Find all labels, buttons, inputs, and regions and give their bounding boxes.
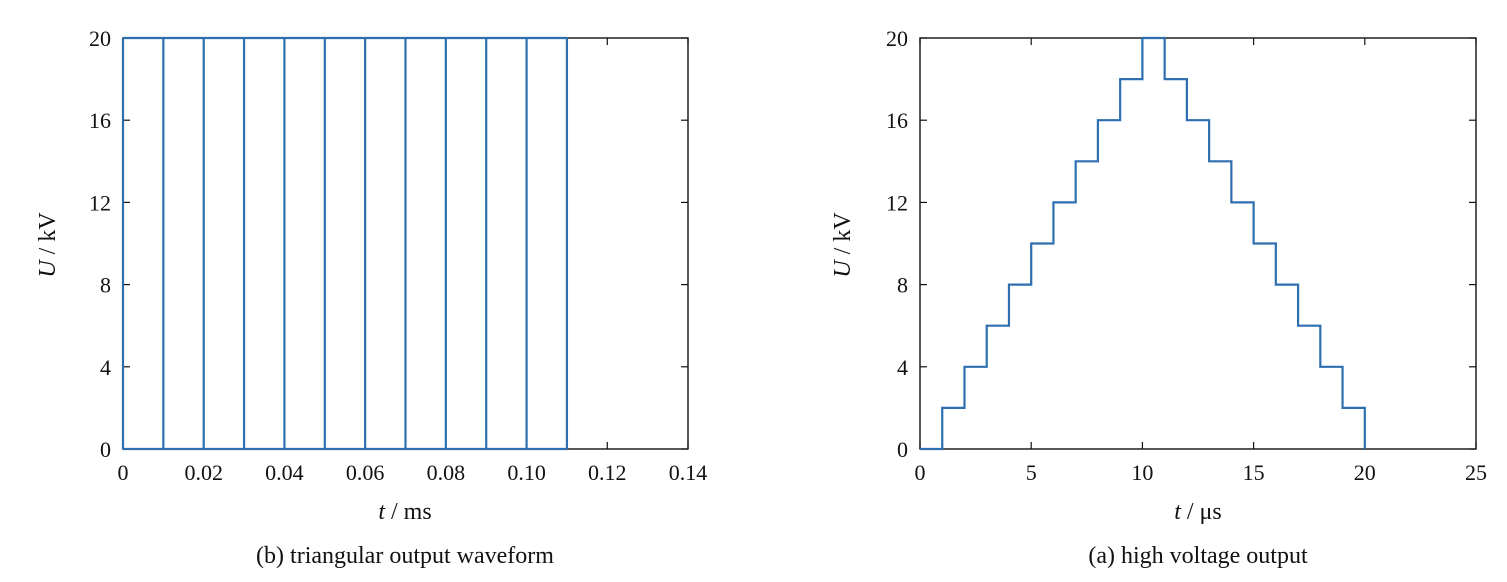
y-tick-label: 20 [89,26,111,51]
x-tick-label: 0.04 [265,460,304,485]
y-tick-label: 16 [89,108,111,133]
x-tick-label: 0 [118,460,129,485]
y-tick-label: 20 [886,26,908,51]
y-axis-label: U / kV [830,212,856,278]
y-axis-unit: / kV [35,212,61,261]
x-tick-label: 0.02 [184,460,223,485]
y-tick-label: 4 [100,355,111,380]
series-line [920,36,1366,451]
y-tick-label: 8 [897,273,908,298]
x-tick-label: 25 [1465,460,1487,485]
x-axis-label: t / μs [1174,499,1222,525]
y-tick-label: 12 [886,190,908,215]
y-tick-label: 4 [897,355,908,380]
y-tick-label: 0 [100,437,111,462]
y-axis-variable: U [35,259,61,278]
x-tick-label: 20 [1354,460,1376,485]
chart-caption: (b) triangular output waveform [256,543,554,569]
plot-area: 0 0.02 0.04 0.06 0.08 0.10 0.12 0.14 0 4 8 12 16 20 [89,26,707,485]
x-tick-label: 0 [915,460,926,485]
x-axis-unit: / μs [1181,499,1222,525]
y-tick-label: 8 [100,273,111,298]
chart-high-voltage-output: 0 5 10 15 20 25 0 4 8 12 16 20 (a) high voltage out… [830,26,1487,569]
plot-area: 0 5 10 15 20 25 0 4 8 12 16 20 [886,26,1487,485]
x-axis-variable: t [378,499,386,525]
x-axis-variable: t [1174,499,1182,525]
y-axis-label: U / kV [35,212,61,278]
x-tick-label: 0.10 [507,460,546,485]
y-tick-label: 16 [886,108,908,133]
x-tick-label: 0.12 [588,460,627,485]
y-tick-label: 12 [89,190,111,215]
x-tick-label: 0.14 [669,460,708,485]
x-axis-unit: / ms [385,499,432,525]
x-tick-label: 5 [1026,460,1037,485]
x-tick-label: 0.08 [427,460,466,485]
x-tick-label: 10 [1131,460,1153,485]
plot-frame [919,37,1477,450]
y-axis-unit: / kV [830,212,856,261]
chart-caption: (a) high voltage output [1088,543,1308,569]
x-axis-label: t / ms [378,499,431,525]
x-tick-label: 15 [1243,460,1265,485]
y-tick-label: 0 [897,437,908,462]
x-tick-label: 0.06 [346,460,385,485]
chart-triangular-output: 0 0.02 0.04 0.06 0.08 0.10 0.12 0.14 0 4 8 12 16 20 (… [35,26,707,569]
y-axis-variable: U [830,259,856,278]
